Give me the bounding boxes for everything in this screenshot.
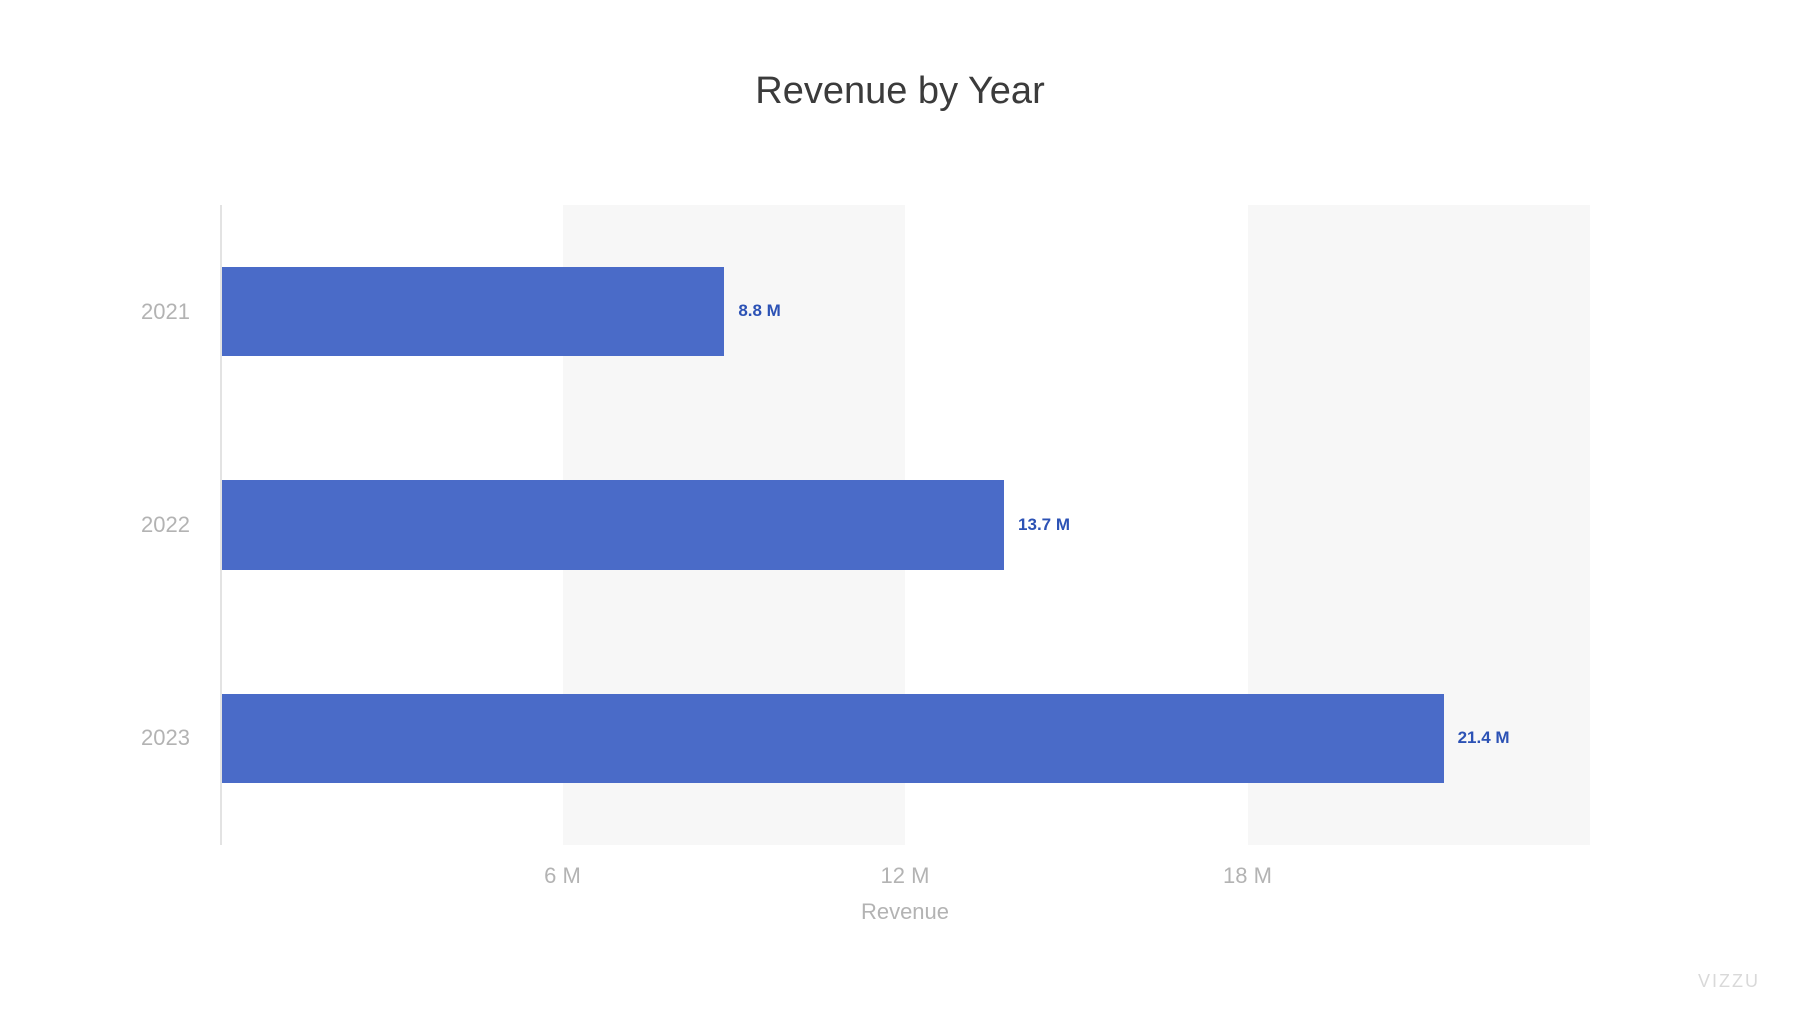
plot-area: 8.8 M 13.7 M 21.4 M xyxy=(220,205,1590,845)
x-axis-title: Revenue xyxy=(220,899,1590,925)
chart-container: Revenue by Year 8.8 M 13.7 M 21.4 M Revenu… xyxy=(0,0,1800,1016)
bar-value-label: 21.4 M xyxy=(1458,728,1510,748)
x-tick-label: 12 M xyxy=(881,863,930,889)
chart-title: Revenue by Year xyxy=(0,70,1800,113)
y-tick-label: 2023 xyxy=(70,725,190,751)
bar-2022 xyxy=(222,480,1004,570)
bar-2023 xyxy=(222,694,1444,784)
y-tick-label: 2022 xyxy=(70,512,190,538)
bar-value-label: 8.8 M xyxy=(738,301,781,321)
watermark: VIZZU xyxy=(1698,971,1760,992)
x-tick-label: 6 M xyxy=(544,863,581,889)
x-tick-label: 18 M xyxy=(1223,863,1272,889)
y-tick-label: 2021 xyxy=(70,299,190,325)
bar-value-label: 13.7 M xyxy=(1018,515,1070,535)
bar-2021 xyxy=(222,267,724,357)
